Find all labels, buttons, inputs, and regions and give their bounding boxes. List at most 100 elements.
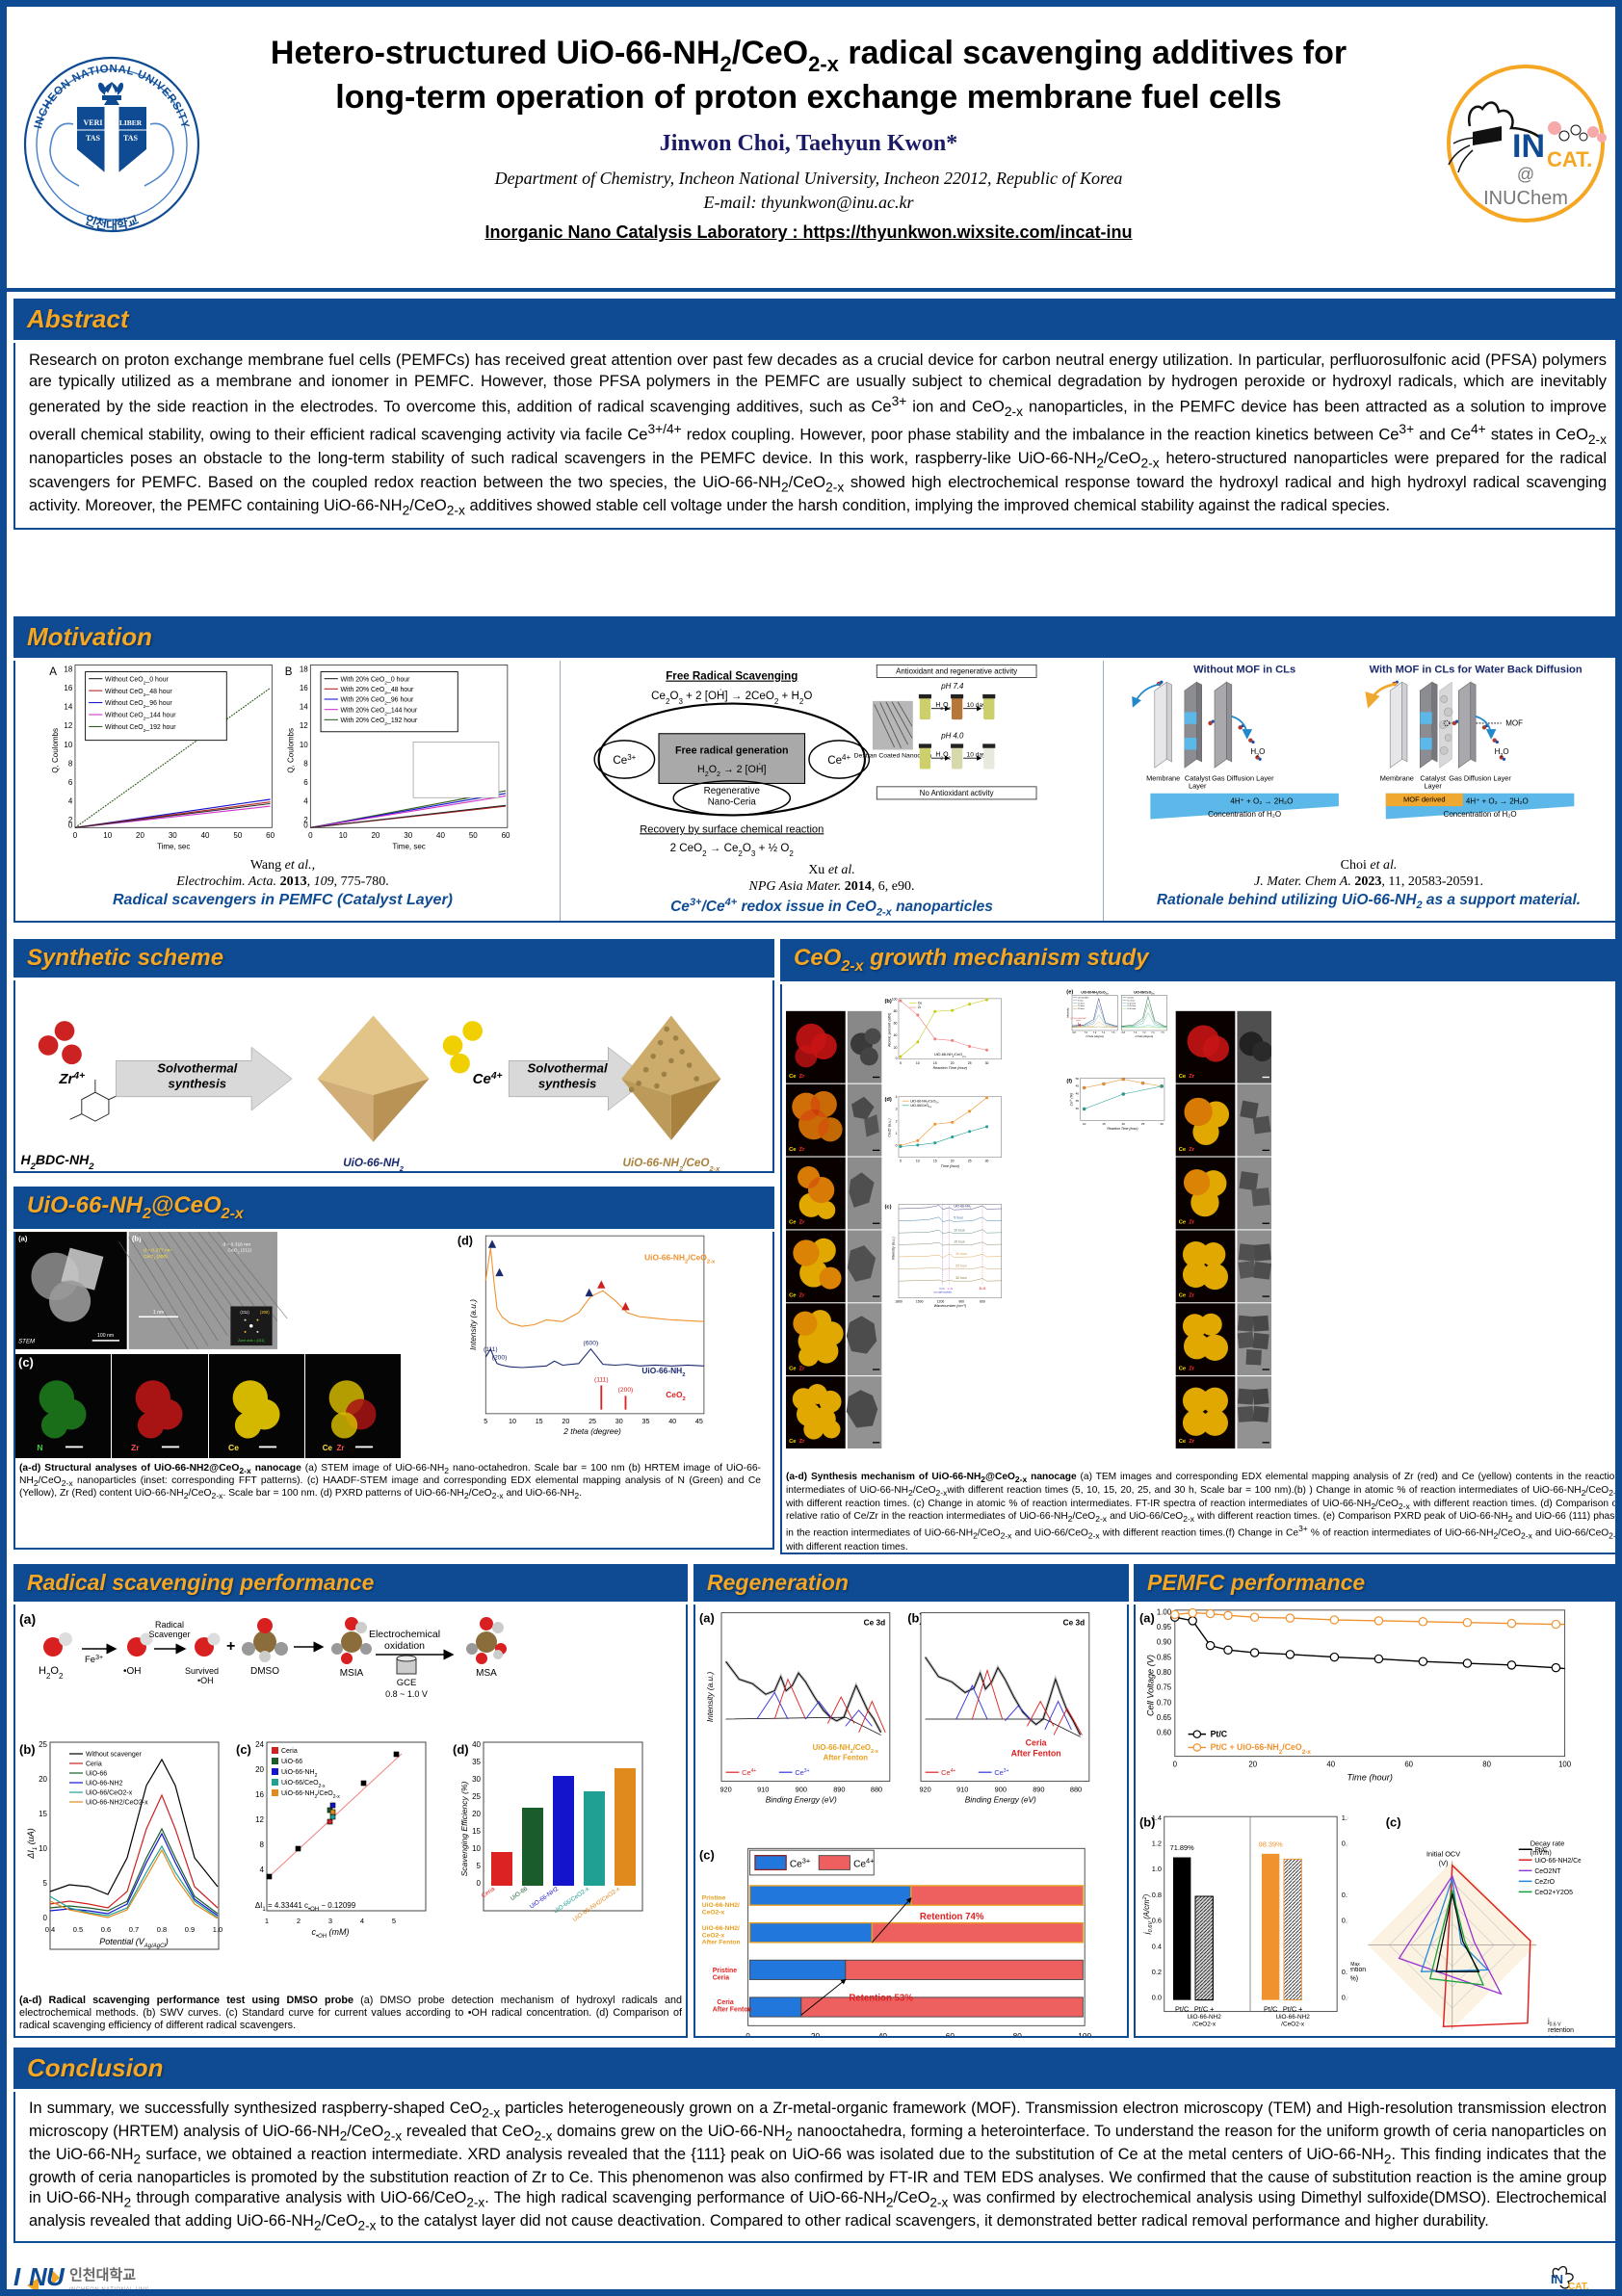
svg-text:20: 20 [39, 1775, 47, 1784]
svg-text:45: 45 [1076, 1084, 1080, 1088]
svg-text:2 theta (degree): 2 theta (degree) [1135, 1034, 1154, 1038]
svg-text:인천대학교: 인천대학교 [69, 2266, 136, 2283]
svg-text:71.89%: 71.89% [1170, 1843, 1194, 1852]
svg-text:40: 40 [201, 831, 210, 840]
svg-text:5: 5 [484, 1418, 487, 1425]
svg-text:0.9: 0.9 [185, 1925, 195, 1934]
svg-text:20: 20 [951, 1159, 955, 1162]
svg-text:4: 4 [260, 1866, 265, 1874]
svg-text:0.0: 0.0 [1342, 1994, 1347, 2002]
svg-text:5: 5 [392, 1917, 396, 1925]
svg-text:MOF: MOF [1505, 719, 1523, 728]
svg-text:1200: 1200 [937, 1299, 945, 1303]
svg-text:Antioxidant and regenerative a: Antioxidant and regenerative activity [896, 667, 1017, 676]
svg-text:H2O2: H2O2 [935, 751, 951, 761]
svg-text:UiO-66/CeO2-x: UiO-66/CeO2-x [86, 1790, 133, 1797]
svg-text:920: 920 [919, 1785, 930, 1793]
svg-text:900: 900 [995, 1785, 1007, 1793]
svg-text:10: 10 [916, 1061, 920, 1065]
svg-text:CeO2+Y2O5: CeO2+Y2O5 [1534, 1890, 1573, 1896]
svg-text:INCHEON NATIONAL UNIVERSITY: INCHEON NATIONAL UNIVERSITY [69, 2287, 148, 2293]
svg-text:8: 8 [260, 1840, 265, 1849]
svg-text:(c): (c) [1386, 1814, 1401, 1829]
svg-text:30: 30 [615, 1418, 623, 1425]
svg-text:20: 20 [894, 1046, 898, 1050]
svg-text:50: 50 [469, 831, 478, 840]
svg-text:(b): (b) [884, 999, 891, 1004]
svg-text:10: 10 [1083, 1122, 1086, 1126]
svg-text:0.80: 0.80 [1157, 1668, 1172, 1677]
svg-text:40: 40 [894, 1033, 898, 1037]
svg-text:1.00: 1.00 [1157, 1608, 1172, 1616]
svg-text:Ceria: Ceria [86, 1761, 102, 1768]
svg-text:40: 40 [472, 1740, 481, 1749]
svg-text:0.60: 0.60 [1157, 1729, 1172, 1737]
svg-text:4H⁺ + O₂ → 2H₂O: 4H⁺ + O₂ → 2H₂O [1466, 796, 1529, 805]
svg-text:UiO-66: UiO-66 [1127, 997, 1134, 999]
svg-text:910: 910 [956, 1785, 968, 1793]
svg-text:7.6: 7.6 [1112, 1031, 1115, 1034]
svg-text:15: 15 [536, 1418, 543, 1425]
svg-text:40: 40 [436, 831, 445, 840]
svg-text:(e): (e) [1066, 990, 1073, 996]
svg-text:1.4: 1.4 [1152, 1813, 1162, 1822]
svg-text:@: @ [1517, 165, 1534, 184]
svg-text:0: 0 [896, 1057, 898, 1060]
svg-text:20: 20 [255, 1765, 264, 1774]
svg-text:0.75: 0.75 [1157, 1683, 1172, 1692]
svg-text:(200): (200) [260, 1310, 270, 1315]
svg-text:After Fenton: After Fenton [713, 2007, 752, 2014]
svg-text:Pt/C: Pt/C [1211, 1729, 1228, 1738]
svg-text:Time (hour): Time (hour) [1347, 1772, 1392, 1782]
svg-text:UiO-66-NH2/CeO2-x: UiO-66-NH2/CeO2-x [622, 1157, 720, 1173]
svg-text:ΔI1 (uA): ΔI1 (uA) [26, 1828, 39, 1859]
svg-text:0.6: 0.6 [101, 1925, 111, 1934]
svg-text:0.5: 0.5 [73, 1925, 83, 1934]
svg-text:0: 0 [303, 821, 308, 829]
svg-text:Concentration of H₂O: Concentration of H₂O [1208, 810, 1281, 819]
svg-text:MSA: MSA [476, 1668, 497, 1679]
svg-text:15: 15 [933, 1159, 937, 1162]
svg-text:6.8: 6.8 [1072, 1031, 1076, 1034]
svg-text:0: 0 [1173, 1761, 1178, 1769]
svg-text:After Fenton: After Fenton [1011, 1749, 1061, 1759]
svg-text:5: 5 [43, 1879, 48, 1888]
svg-text:Q, Coulombs: Q, Coulombs [51, 728, 60, 773]
svg-text:Intensity (a.u.): Intensity (a.u.) [706, 1672, 715, 1723]
svg-text:/CeO2-x: /CeO2-x [1281, 2021, 1305, 2027]
svg-text:Retention 53%: Retention 53% [849, 1994, 913, 2004]
svg-text:(600): (600) [584, 1340, 599, 1346]
svg-text:0: 0 [308, 831, 313, 840]
svg-text:(b): (b) [19, 1742, 36, 1757]
svg-text:30: 30 [404, 831, 412, 840]
svg-text:STEM: STEM [18, 1339, 36, 1345]
svg-text:25: 25 [39, 1740, 47, 1749]
svg-text:18: 18 [64, 665, 72, 674]
svg-text:16: 16 [64, 684, 72, 692]
svg-text:(%): (%) [1350, 1975, 1358, 1982]
svg-text:24: 24 [255, 1740, 264, 1749]
svg-text:N: N [37, 1443, 42, 1452]
svg-text:Zr: Zr [799, 1439, 806, 1445]
svg-text:15: 15 [472, 1827, 481, 1836]
svg-text:+: + [226, 1638, 235, 1655]
svg-text:Ceria: Ceria [1026, 1738, 1047, 1748]
svg-text:0.4: 0.4 [1342, 1917, 1347, 1925]
svg-text:(c): (c) [699, 1847, 715, 1862]
svg-text:Ce: Ce [789, 1439, 796, 1445]
svg-text:IN: IN [1551, 2272, 1563, 2286]
svg-text:Ceria: Ceria [717, 1999, 733, 2006]
svg-text:0: 0 [896, 1143, 898, 1147]
svg-text:15 hour: 15 hour [954, 1239, 965, 1243]
svg-text:30: 30 [472, 1775, 481, 1784]
svg-text:25: 25 [1141, 1122, 1145, 1126]
svg-text:INUChem: INUChem [1483, 188, 1568, 209]
svg-text:UiO-66-NH2: UiO-66-NH2 [1078, 997, 1089, 999]
svg-text:UiO-66: UiO-66 [281, 1759, 302, 1765]
svg-text:MOF derived: MOF derived [1403, 796, 1446, 804]
svg-text:Gas Diffusion Layer: Gas Diffusion Layer [1212, 773, 1274, 782]
svg-text:60: 60 [894, 1021, 898, 1025]
svg-text:10: 10 [916, 1159, 920, 1162]
svg-text:UiO(Ce)-66-NH2: UiO(Ce)-66-NH2 [1071, 1018, 1087, 1020]
svg-text:0.8: 0.8 [157, 1925, 167, 1934]
